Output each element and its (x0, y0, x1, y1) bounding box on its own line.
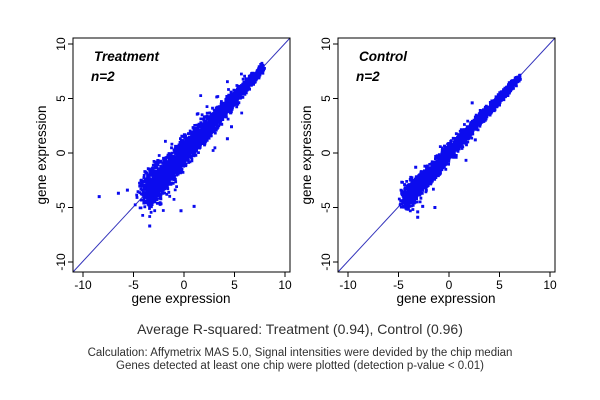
caption-detection: Genes detected at least one chip were pl… (116, 360, 484, 372)
x-tick-label: 0 (181, 278, 188, 292)
y-tick-label: -5 (54, 202, 68, 213)
x-tick-label: 5 (496, 278, 503, 292)
caption-r-squared: Average R-squared: Treatment (0.94), Con… (137, 321, 463, 337)
x-axis-title: gene expression (396, 291, 495, 306)
scatter-plots-svg: -10 -5 0 5 10 -10 -5 0 5 10 gene expression gene ex… (34, 37, 557, 306)
scatter-points (133, 61, 266, 218)
y-tick-label: -10 (54, 253, 68, 271)
y-axis-title: gene expression (299, 105, 314, 204)
x-tick-label: 5 (231, 278, 238, 292)
plot-box (72, 37, 291, 273)
x-tick-label: -5 (393, 278, 404, 292)
caption-calculation: Calculation: Affymetrix MAS 5.0, Signal … (87, 347, 513, 359)
n-annotation: n=2 (91, 69, 115, 84)
y-tick-label: -5 (319, 202, 333, 213)
x-tick-label: 10 (278, 278, 292, 292)
x-tick-label: -10 (74, 278, 92, 292)
y-axis-title: gene expression (34, 105, 49, 204)
x-axis-title: gene expression (131, 291, 230, 306)
x-tick-label: -10 (339, 278, 357, 292)
y-tick-label: 0 (319, 149, 333, 156)
panel-title: Treatment (94, 49, 160, 64)
plot-box (337, 37, 556, 273)
y-tick-label: 5 (54, 95, 68, 102)
y-tick-label: 0 (54, 149, 68, 156)
panel-treatment: -10 -5 0 5 10 -10 -5 0 5 10 gene expression gene ex… (34, 37, 292, 306)
y-tick-label: -10 (319, 253, 333, 271)
x-tick-label: 0 (446, 278, 453, 292)
panel-control: -10 -5 0 5 10 -10 -5 0 5 10 gene expression gene ex… (299, 37, 557, 306)
panel-title: Control (359, 49, 407, 64)
y-tick-label: 10 (319, 37, 333, 51)
n-annotation: n=2 (356, 69, 380, 84)
x-tick-label: 10 (543, 278, 557, 292)
scatter-points (397, 73, 522, 213)
y-tick-label: 10 (54, 37, 68, 51)
x-tick-label: -5 (128, 278, 139, 292)
y-tick-label: 5 (319, 95, 333, 102)
